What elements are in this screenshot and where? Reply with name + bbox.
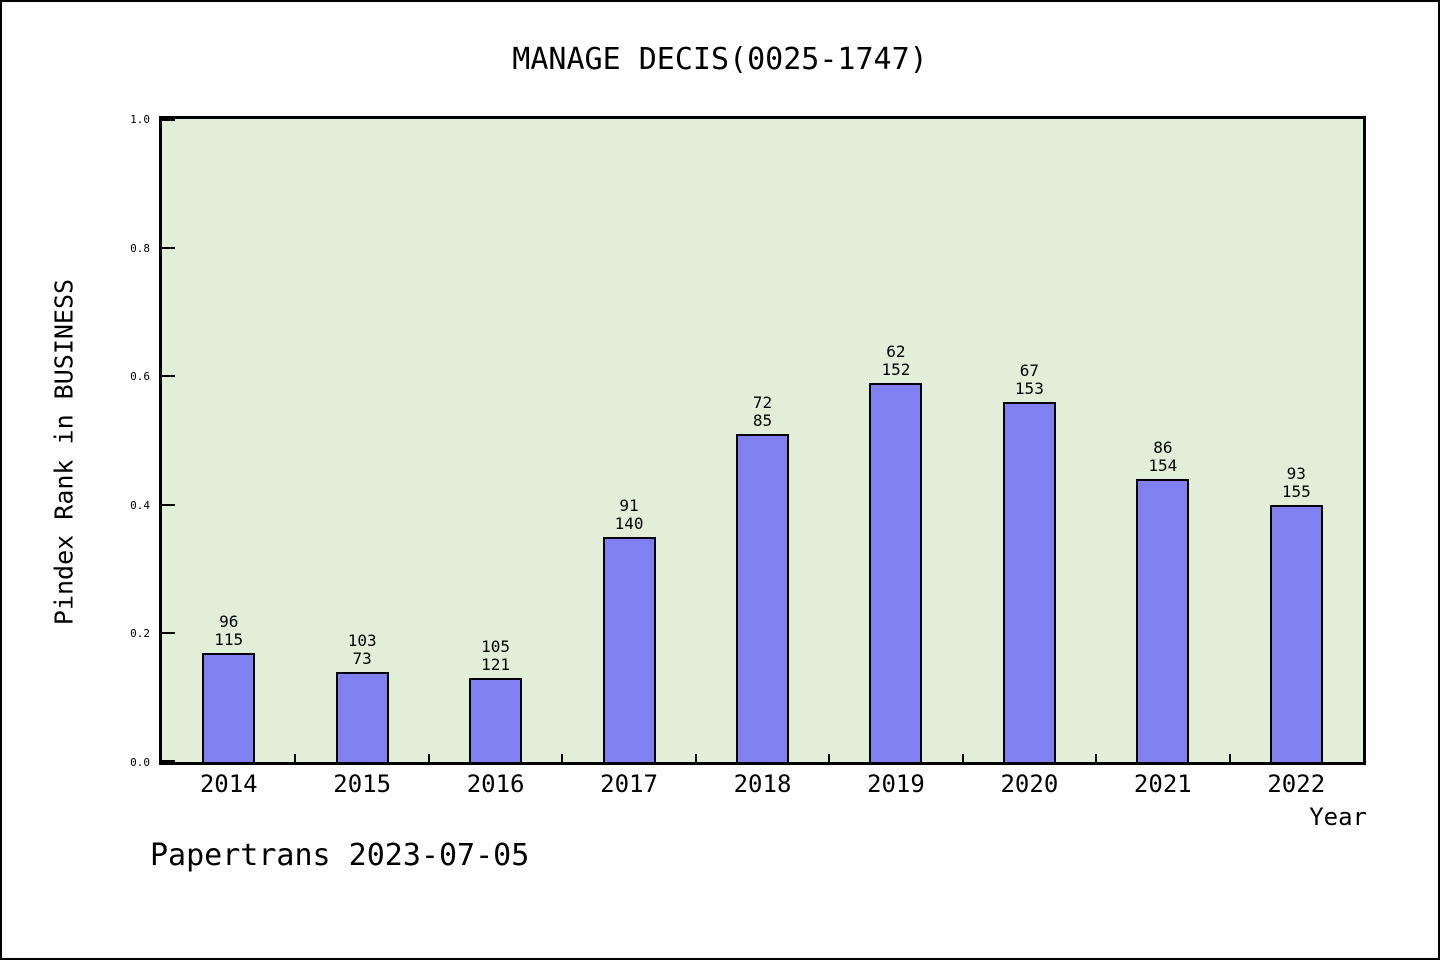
x-tick-mark <box>1095 754 1098 762</box>
bar-value-line: 72 <box>752 393 773 413</box>
bar-value-line: 153 <box>1014 378 1044 398</box>
y-tick-label: 0.2 <box>130 627 150 641</box>
footer-watermark: Papertrans 2023-07-05 <box>150 838 530 873</box>
bar-2015 <box>335 671 389 762</box>
bar-value-line: 86 <box>1153 438 1173 458</box>
y-tick-label: 1.0 <box>130 113 150 126</box>
y-tick-mark <box>162 119 175 121</box>
y-tick-label: 0.0 <box>130 756 150 769</box>
bar-value-line: 96 <box>219 611 239 631</box>
x-axis-title: Year <box>1309 803 1367 831</box>
x-tick-mark <box>694 754 697 762</box>
y-tick-label: 0.6 <box>130 370 150 384</box>
bar-value-line: 93 <box>1286 463 1306 483</box>
bar-value-line: 152 <box>881 359 911 379</box>
bar-value-label-2021: 86 154 <box>1113 439 1213 475</box>
y-tick-mark <box>162 503 175 506</box>
x-tick-mark <box>828 754 831 762</box>
bar-value-label-2019: 62 152 <box>846 341 946 379</box>
bar-2018 <box>736 434 789 762</box>
x-tick-label-2021: 2021 <box>1133 770 1192 798</box>
plot-area: 0.0 0.2 0.4 0.6 0.8 1.0 96 115 2014 103 73 2015 105… <box>130 114 1367 831</box>
bar-2014 <box>202 652 256 762</box>
bar-value-line: 121 <box>481 655 511 675</box>
bar-value-line: 140 <box>614 513 644 533</box>
bar-value-line: 62 <box>886 341 906 361</box>
bar-2017 <box>602 536 656 762</box>
x-tick-label-2017: 2017 <box>600 770 658 798</box>
bar-value-label-2017: 91 140 <box>579 495 679 533</box>
bar-value-line: 85 <box>752 411 773 431</box>
x-tick-label-2014: 2014 <box>199 770 258 798</box>
bar-value-line: 154 <box>1148 456 1178 476</box>
x-tick-label-2019: 2019 <box>867 770 925 798</box>
bar-value-line: 91 <box>619 495 639 515</box>
bar-value-label-2016: 105 121 <box>446 638 546 674</box>
x-tick-mark <box>961 754 964 762</box>
bar-2021 <box>1136 479 1190 762</box>
bar-value-line: 115 <box>214 629 244 649</box>
bar-value-label-2020: 67 153 <box>979 360 1079 398</box>
x-tick-mark <box>561 754 564 762</box>
y-tick-mark <box>162 632 175 635</box>
x-tick-label-2016: 2016 <box>466 770 525 798</box>
bar-value-line: 67 <box>1019 360 1039 380</box>
x-tick-label-2018: 2018 <box>733 770 792 798</box>
bar-value-line: 105 <box>481 637 511 657</box>
x-tick-mark <box>1228 754 1231 762</box>
x-tick-label-2020: 2020 <box>1000 770 1059 798</box>
bar-value-label-2015: 103 73 <box>312 630 412 668</box>
chart-title: MANAGE DECIS(0025-1747) <box>512 42 928 77</box>
bar-2022 <box>1269 504 1323 762</box>
bar-value-label-2018: 72 85 <box>713 394 813 430</box>
y-axis-title: Pindex Rank in BUSINESS <box>49 278 79 626</box>
y-tick-mark <box>162 760 175 762</box>
y-tick-label: 0.4 <box>130 498 150 512</box>
bar-value-label-2022: 93 155 <box>1246 463 1346 501</box>
bar-2016 <box>469 678 523 762</box>
bar-2020 <box>1002 401 1056 762</box>
bar-value-label-2014: 96 115 <box>179 611 279 649</box>
bar-value-line: 155 <box>1281 481 1311 501</box>
bar-value-line: 103 <box>347 630 377 650</box>
y-tick-label: 0.8 <box>130 241 150 255</box>
x-tick-label-2022: 2022 <box>1267 770 1326 798</box>
x-tick-mark <box>427 754 430 762</box>
x-tick-mark <box>294 754 297 762</box>
x-tick-label-2015: 2015 <box>333 770 392 798</box>
bar-value-line: 73 <box>352 648 372 668</box>
bar-2019 <box>869 382 923 762</box>
y-tick-mark <box>162 246 175 249</box>
y-tick-mark <box>162 375 175 378</box>
